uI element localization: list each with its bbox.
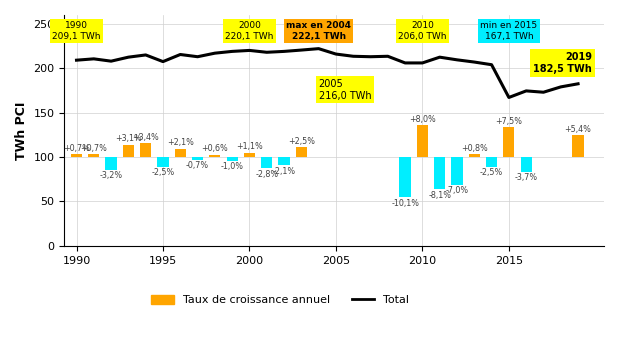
Text: +2,1%: +2,1% xyxy=(167,138,194,147)
Bar xyxy=(503,127,514,157)
Y-axis label: TWh PCI: TWh PCI xyxy=(15,101,28,159)
Bar xyxy=(244,153,255,157)
Text: -10,1%: -10,1% xyxy=(391,199,419,208)
Text: -2,8%: -2,8% xyxy=(255,170,279,179)
Text: +0,6%: +0,6% xyxy=(202,144,228,153)
Text: +8,0%: +8,0% xyxy=(409,115,436,124)
Text: 2000
220,1 TWh: 2000 220,1 TWh xyxy=(225,21,274,41)
Text: -7,0%: -7,0% xyxy=(446,186,469,195)
Text: -2,5%: -2,5% xyxy=(480,168,503,177)
Bar xyxy=(296,147,307,157)
Text: 2005
216,0 TWh: 2005 216,0 TWh xyxy=(319,79,371,100)
Bar xyxy=(140,143,151,157)
Bar xyxy=(71,154,82,157)
Text: +3,4%: +3,4% xyxy=(132,133,159,142)
Text: +5,4%: +5,4% xyxy=(565,125,592,134)
Bar xyxy=(227,157,238,161)
Bar xyxy=(469,154,480,157)
Text: -2,1%: -2,1% xyxy=(272,167,296,176)
Text: max en 2004
222,1 TWh: max en 2004 222,1 TWh xyxy=(286,21,351,41)
Text: +0,8%: +0,8% xyxy=(461,144,488,153)
Bar xyxy=(157,157,168,167)
Text: +2,5%: +2,5% xyxy=(288,137,315,146)
Text: 1990
209,1 TWh: 1990 209,1 TWh xyxy=(52,21,101,41)
Text: +0,7%: +0,7% xyxy=(63,144,90,153)
Bar xyxy=(279,157,290,165)
Bar xyxy=(573,135,584,157)
Bar xyxy=(434,157,445,189)
Text: min en 2015
167,1 TWh: min en 2015 167,1 TWh xyxy=(480,21,537,41)
Text: -0,7%: -0,7% xyxy=(186,161,209,170)
Text: -2,5%: -2,5% xyxy=(152,168,175,177)
Bar xyxy=(105,157,117,170)
Text: 2010
206,0 TWh: 2010 206,0 TWh xyxy=(398,21,447,41)
Legend: Taux de croissance annuel, Total: Taux de croissance annuel, Total xyxy=(147,290,413,310)
Bar xyxy=(123,145,134,157)
Bar xyxy=(209,155,220,157)
Bar xyxy=(88,154,100,157)
Bar xyxy=(399,157,411,197)
Text: -1,0%: -1,0% xyxy=(220,162,244,171)
Bar xyxy=(417,125,428,157)
Text: -3,2%: -3,2% xyxy=(100,171,123,180)
Text: +7,5%: +7,5% xyxy=(495,117,522,126)
Bar xyxy=(175,149,186,157)
Text: -3,7%: -3,7% xyxy=(514,173,538,182)
Text: +0,7%: +0,7% xyxy=(80,144,107,153)
Bar xyxy=(486,157,497,167)
Bar xyxy=(521,157,532,172)
Bar xyxy=(192,157,203,160)
Text: +1,1%: +1,1% xyxy=(236,142,263,151)
Bar xyxy=(451,157,462,185)
Bar xyxy=(261,157,272,168)
Text: 2019
182,5 TWh: 2019 182,5 TWh xyxy=(533,52,592,74)
Text: -8,1%: -8,1% xyxy=(428,191,451,200)
Text: +3,1%: +3,1% xyxy=(115,134,142,143)
